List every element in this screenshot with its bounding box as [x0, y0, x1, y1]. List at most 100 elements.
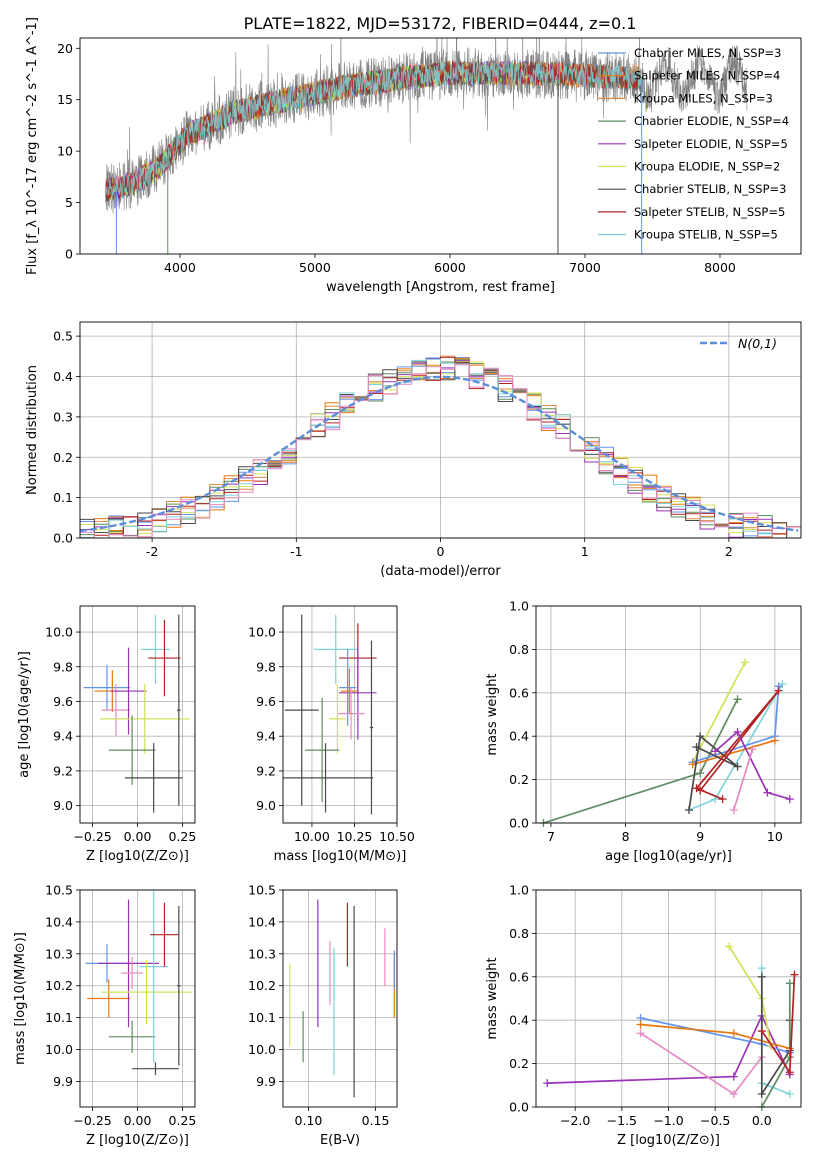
y-tick-label: 9.9 [53, 1074, 73, 1089]
x-tick-label: 7 [547, 829, 555, 844]
weight-point-marker [785, 979, 794, 988]
weight-point-marker [748, 745, 757, 754]
axes-frame [535, 605, 802, 824]
x-tick-label: −1.5 [607, 1113, 637, 1128]
x-tick-label: 0.25 [169, 1113, 197, 1128]
legend-entry: Salpeter STELIB, N_SSP=5 [634, 205, 785, 219]
y-tick-label: 9.2 [256, 763, 276, 778]
x-tick-label: 0.15 [362, 1113, 390, 1128]
weight-series-line [692, 662, 746, 763]
y-tick-label: 1.0 [509, 599, 529, 614]
y-tick-label: 10.1 [45, 1010, 73, 1025]
y-tick-label: 0.6 [509, 685, 529, 700]
y-tick-label: 0 [65, 247, 73, 262]
weight-point-marker [696, 732, 705, 741]
x-tick-label: 0 [437, 544, 445, 559]
legend-entry: Chabrier ELODIE, N_SSP=4 [634, 114, 789, 128]
x-tick-label: 10.00 [294, 829, 330, 844]
weight-point-marker [711, 747, 720, 756]
mass-vs-extinction-panel: 0.10 0.15 9.9 10.0 10.1 10.2 10.3 10.4 10.5 E(B-V… [248, 883, 398, 1148]
normal-reference-curve [79, 375, 799, 533]
legend-entry: N(0,1) [738, 336, 777, 351]
legend-entry: Chabrier STELIB, N_SSP=3 [634, 182, 786, 196]
x-tick-label: −0.25 [73, 829, 111, 844]
y-tick-label: 0.4 [509, 729, 529, 744]
age-vs-mass-panel: 10.00 10.25 10.50 9.0 9.2 9.4 9.6 9.8 10.0 mass [… [248, 605, 415, 864]
y-tick-label: 9.6 [53, 694, 73, 709]
weight-point-marker [636, 1029, 645, 1038]
y-tick-label: 0.4 [509, 1013, 529, 1028]
y-tick-label: 20 [57, 41, 73, 56]
weight-point-marker [718, 795, 727, 804]
axes-frame [282, 889, 398, 1108]
x-tick-label: 0.10 [295, 1113, 323, 1128]
y-tick-label: 9.2 [53, 763, 73, 778]
y-tick-label: 0.2 [509, 772, 529, 787]
x-axis-label: (data-model)/error [380, 564, 501, 579]
weight-vs-metallicity-panel: −2.0 −1.5 −1.0 −0.5 0.0 0.0 0.2 0.4 0.6 0.8 1.0 Z [… [485, 883, 802, 1148]
y-tick-label: 10.1 [248, 1010, 276, 1025]
weight-point-marker [733, 727, 742, 736]
y-axis-label: mass weight [485, 673, 500, 755]
x-tick-label: 4000 [164, 260, 196, 275]
weight-point-marker [636, 1020, 645, 1029]
weight-point-marker [692, 743, 701, 752]
x-axis-label: wavelength [Angstrom, rest frame] [326, 280, 555, 295]
y-tick-label: 15 [57, 92, 73, 107]
y-tick-label: 0.0 [53, 531, 73, 546]
x-tick-label: 9 [696, 829, 704, 844]
axes-frame [535, 889, 802, 1108]
y-tick-label: 0.2 [53, 450, 73, 465]
y-tick-label: 10 [57, 144, 73, 159]
x-axis-label: mass [log10(M/M⊙)] [274, 849, 407, 864]
x-tick-label: −0.5 [700, 1113, 730, 1128]
weight-point-marker [757, 1089, 766, 1098]
y-tick-label: 0.4 [53, 369, 73, 384]
x-tick-label: −2.0 [560, 1113, 590, 1128]
y-axis-label: Flux [f_λ 10^-17 erg cm^-2 s^-1 A^-1] [25, 17, 40, 275]
y-tick-label: 9.6 [256, 694, 276, 709]
weight-series-line [714, 730, 791, 800]
y-axis-label: mass [log10(M/M⊙)] [13, 932, 28, 1065]
y-axis-label: age [log10(age/yr)] [17, 651, 32, 778]
x-axis-label: Z [log10(Z/Z⊙)] [617, 1133, 720, 1148]
y-tick-label: 0.0 [509, 1100, 529, 1115]
weight-point-marker [741, 658, 750, 667]
weight-point-marker [692, 784, 701, 793]
weight-series-line [692, 739, 776, 766]
x-tick-label: 0.00 [124, 1113, 152, 1128]
weight-point-marker [543, 1079, 552, 1088]
y-tick-label: 0.2 [509, 1056, 529, 1071]
x-tick-label: 5000 [299, 260, 331, 275]
y-tick-label: 10.3 [45, 946, 73, 961]
y-tick-label: 9.4 [53, 729, 73, 744]
y-tick-label: 9.0 [53, 798, 73, 813]
weight-vs-age-panel: 7 8 9 10 0.0 0.2 0.4 0.6 0.8 1.0 age [log10(age/yr… [485, 599, 802, 864]
x-tick-label: −0.25 [73, 1113, 111, 1128]
x-tick-label: 0.25 [169, 829, 197, 844]
axes-frame [282, 605, 398, 824]
y-tick-label: 1.0 [509, 883, 529, 898]
y-tick-label: 9.0 [256, 798, 276, 813]
weight-point-marker [757, 964, 766, 973]
x-tick-label: −1.0 [653, 1113, 683, 1128]
y-axis-label: Normed distribution [25, 365, 40, 495]
y-tick-label: 10.0 [248, 1042, 276, 1057]
x-tick-label: -1 [290, 544, 302, 559]
legend-entry: Kroupa MILES, N_SSP=3 [634, 91, 773, 105]
axes-frame [79, 321, 802, 539]
y-tick-label: 10.0 [45, 625, 73, 640]
y-axis-label: mass weight [485, 957, 500, 1039]
spectrum-panel: 4000 5000 6000 7000 8000 0 5 10 15 20 wavelength [… [25, 17, 802, 295]
weight-series-line [695, 690, 780, 800]
y-tick-label: 10.5 [45, 883, 73, 898]
x-tick-label: 7000 [569, 260, 601, 275]
x-tick-label: 10.25 [337, 829, 373, 844]
x-axis-label: Z [log10(Z/Z⊙)] [86, 1133, 189, 1148]
y-tick-label: 10.4 [248, 914, 276, 929]
x-axis-label: age [log10(age/yr)] [605, 849, 732, 864]
weight-point-marker [785, 1089, 794, 1098]
x-tick-label: 10 [767, 829, 783, 844]
weight-point-marker [790, 970, 799, 979]
